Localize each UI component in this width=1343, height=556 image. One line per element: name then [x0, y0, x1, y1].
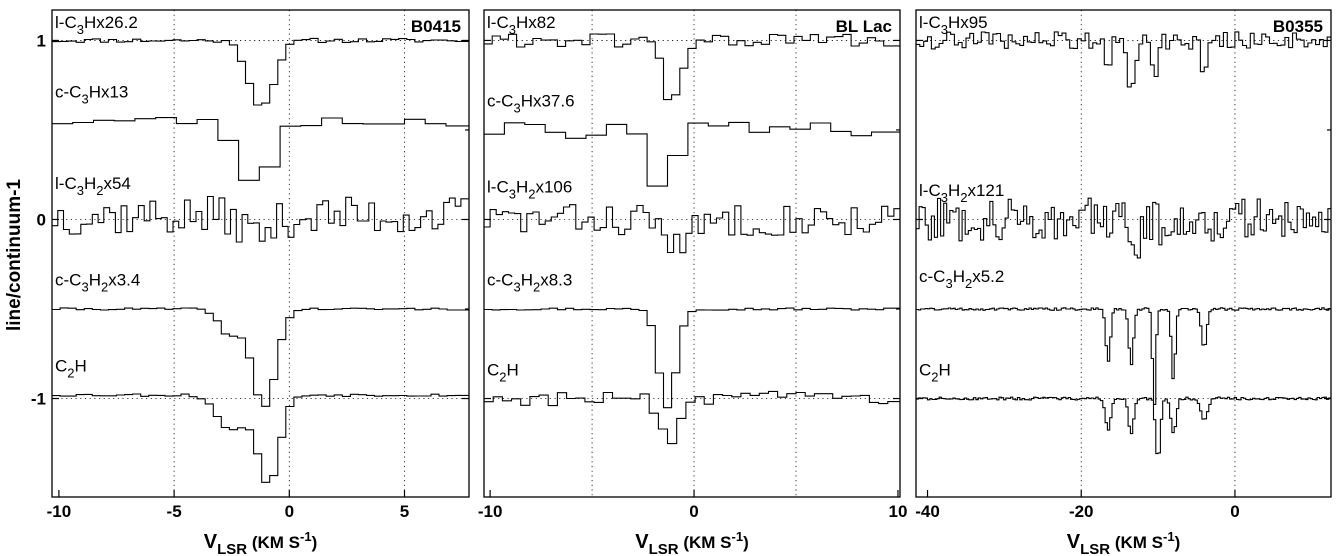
series-label: l-C3Hx26.2 [55, 13, 138, 37]
spectrum-series-3 [484, 307, 900, 409]
spectrum-series-3 [52, 307, 469, 407]
panel-2: l-C3Hx95 l-C3H2x121 c-C3H2x5.2 C2H -40 -20 0 B0… [915, 9, 1332, 556]
y-axis-label: line/continuum-1 [4, 179, 25, 331]
y-tick-label: -1 [31, 390, 46, 409]
panel-frame [51, 9, 470, 498]
panel-frame [483, 9, 901, 498]
x-tick-label: 5 [400, 502, 409, 521]
spectrum-series-1 [916, 197, 1331, 259]
x-tick-label: 0 [689, 502, 698, 521]
panel-title: BL Lac [836, 17, 892, 36]
series-label: l-C3H2x54 [55, 174, 131, 198]
x-tick-label: 0 [285, 502, 294, 521]
spectrum-series-0 [484, 33, 900, 101]
x-axis-label: VLSR (KM S-1) [1067, 529, 1180, 556]
x-tick-label: -40 [915, 502, 940, 521]
x-axis-label: VLSR (KM S-1) [204, 529, 317, 556]
x-tick-label: 0 [1230, 502, 1239, 521]
spectrum-series-2 [52, 195, 469, 243]
panels: l-C3Hx26.2 c-C3Hx13 l-C3H2x54 c-C3H2x3.4 C2H… [31, 9, 1332, 556]
series-label: C2H [55, 357, 87, 381]
series-label: c-C3Hx37.6 [487, 92, 575, 116]
spectrum-series-0 [916, 31, 1331, 88]
panel-0: l-C3Hx26.2 c-C3Hx13 l-C3H2x54 c-C3H2x3.4 C2H… [31, 9, 470, 556]
series-label: c-C3Hx13 [55, 83, 128, 107]
y-tick-label: 1 [37, 31, 46, 50]
spectrum-series-1 [52, 117, 469, 181]
x-tick-label: 10 [888, 502, 907, 521]
spectrum-series-4 [52, 393, 469, 483]
x-tick-label: -20 [1069, 502, 1094, 521]
spectrum-series-4 [484, 390, 900, 445]
spectrum-series-2 [916, 307, 1331, 405]
spectrum-series-3 [916, 396, 1331, 455]
spectrum-series-1 [484, 121, 900, 187]
x-tick-label: -10 [478, 502, 503, 521]
x-tick-label: -10 [47, 502, 72, 521]
panel-title: B0415 [411, 17, 461, 36]
series-label: l-C3Hx82 [487, 13, 556, 37]
series-label: C2H [919, 360, 951, 384]
series-label: c-C3H2x3.4 [55, 271, 140, 295]
panel-frame [915, 9, 1332, 498]
spectrum-series-0 [52, 37, 469, 106]
panel-1: l-C3Hx82 c-C3Hx37.6 l-C3H2x106 c-C3H2x8.3 C2… [478, 9, 907, 556]
x-axis-label: VLSR (KM S-1) [635, 529, 748, 556]
spectrum-series-2 [484, 204, 900, 254]
y-tick-label: 0 [37, 210, 46, 229]
series-label: c-C3H2x5.2 [919, 267, 1004, 291]
series-label: l-C3H2x121 [919, 181, 1004, 205]
panel-title: B0355 [1273, 17, 1323, 36]
series-label: l-C3Hx95 [919, 13, 988, 37]
series-label: l-C3H2x106 [487, 178, 572, 202]
series-label: c-C3H2x8.3 [487, 271, 572, 295]
x-tick-label: -5 [167, 502, 182, 521]
series-label: C2H [487, 360, 519, 384]
